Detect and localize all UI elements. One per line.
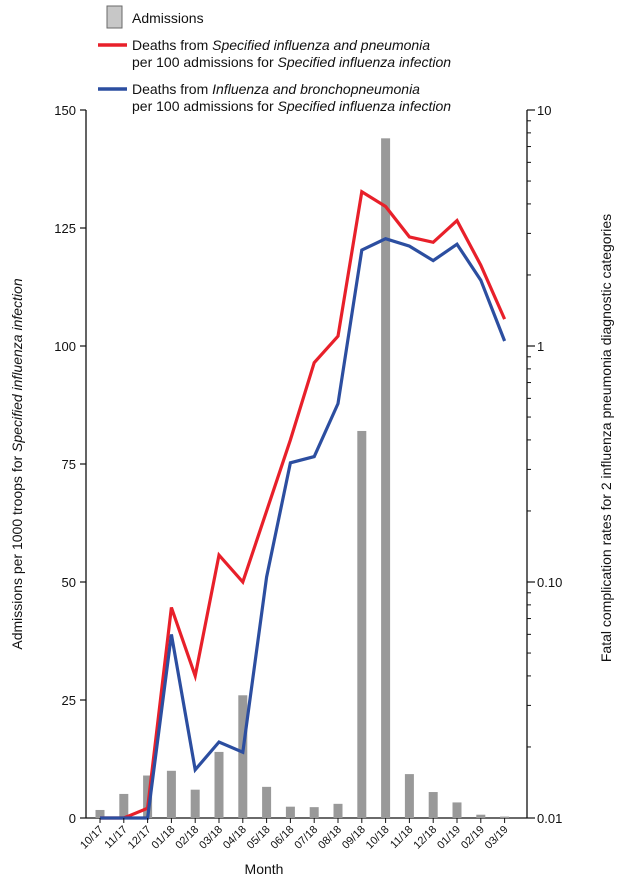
x-tick-label: 02/18 [173,824,201,852]
admissions-bar-12-18 [428,792,438,818]
admissions-bar-03-18 [214,751,224,818]
admissions-bar-10-17 [95,809,105,818]
legend-red-line2-b: Specified influenza infection [278,54,452,70]
legend-label-admissions: Admissions [132,10,204,26]
x-tick-label: 08/18 [316,824,344,852]
red-line-specified-influenza-pneumonia [100,189,507,820]
x-tick-label: 10/17 [78,824,106,852]
x-tick-label: 03/18 [197,824,225,852]
left-tick-label: 50 [62,575,76,590]
death-rate-lines [100,189,507,820]
admissions-bar-01-19 [452,802,462,818]
x-axis-ticks: 10/1711/1712/1701/1802/1803/1804/1805/18… [78,818,511,852]
x-tick-label: 09/18 [340,824,368,852]
legend-red-line1-a: Deaths from [132,37,212,53]
left-tick-label: 125 [54,221,76,236]
admissions-bar-02-19 [476,814,486,818]
admissions-bar-11-17 [119,793,129,818]
x-tick-label: 12/18 [411,824,439,852]
x-tick-label: 07/18 [292,824,320,852]
legend-red-line1-b: Specified influenza and pneumonia [212,37,430,53]
x-tick-label: 11/18 [388,824,415,851]
left-axis-title-b: Specified influenza infection [9,278,25,452]
x-tick-label: 01/18 [150,824,178,852]
legend-blue-line1-a: Deaths from [132,81,212,97]
admissions-bar-04-18 [238,695,248,818]
blue-line-influenza-bronchopneumonia [100,236,507,820]
x-tick-label: 11/17 [103,824,130,851]
admissions-bar-02-18 [190,789,200,818]
left-tick-label: 75 [62,457,76,472]
x-axis-title: Month [245,861,284,877]
axes [85,110,528,819]
x-tick-label: 05/18 [245,824,273,852]
left-axis-title-a: Admissions per 1000 troops for [9,452,25,650]
right-tick-label: 0.10 [537,575,562,590]
x-tick-label: 06/18 [269,824,297,852]
admissions-bar-07-18 [309,807,319,818]
admissions-bar-10-18 [381,138,391,818]
admissions-bar-09-18 [357,430,367,818]
left-axis-title: Admissions per 1000 troops for Specified… [9,278,25,649]
admissions-bar-11-18 [404,774,414,818]
left-tick-label: 100 [54,339,76,354]
admissions-bar-03-19 [500,816,510,818]
left-tick-label: 150 [54,103,76,118]
right-tick-label: 0.01 [537,811,562,826]
x-tick-label: 03/19 [483,824,511,852]
right-tick-label: 1 [537,339,544,354]
x-tick-label: 12/17 [126,824,154,852]
x-tick-label: 01/19 [435,824,463,852]
admissions-bar-01-18 [166,770,176,818]
legend-label-blue-line: Deaths from Influenza and bronchopneumon… [132,81,451,114]
legend-swatch-admissions [106,5,123,29]
x-tick-label: 10/18 [364,824,392,852]
legend-label-red-line: Deaths from Specified influenza and pneu… [132,37,451,70]
legend-blue-line2-a: per 100 admissions for [132,98,278,114]
left-tick-label: 25 [62,693,76,708]
legend: Admissions Deaths from Specified influen… [98,5,451,114]
admissions-bar-06-18 [285,806,295,818]
legend-blue-line2-b: Specified influenza infection [278,98,452,114]
legend-red-line2-a: per 100 admissions for [132,54,278,70]
admissions-bar-05-18 [262,786,272,818]
right-axis-title: Fatal complication rates for 2 influenza… [598,214,614,662]
x-tick-label: 04/18 [221,824,249,852]
legend-blue-line1-b: Influenza and bronchopneumonia [212,81,420,97]
x-tick-label: 02/19 [459,824,487,852]
right-tick-label: 10 [537,103,551,118]
right-axis-ticks: 0.01 0.10 1 10 [527,103,562,826]
admissions-bar-08-18 [333,803,343,818]
left-tick-label: 0 [69,811,76,826]
left-axis-ticks: 0 25 50 75 100 125 150 [54,103,86,826]
